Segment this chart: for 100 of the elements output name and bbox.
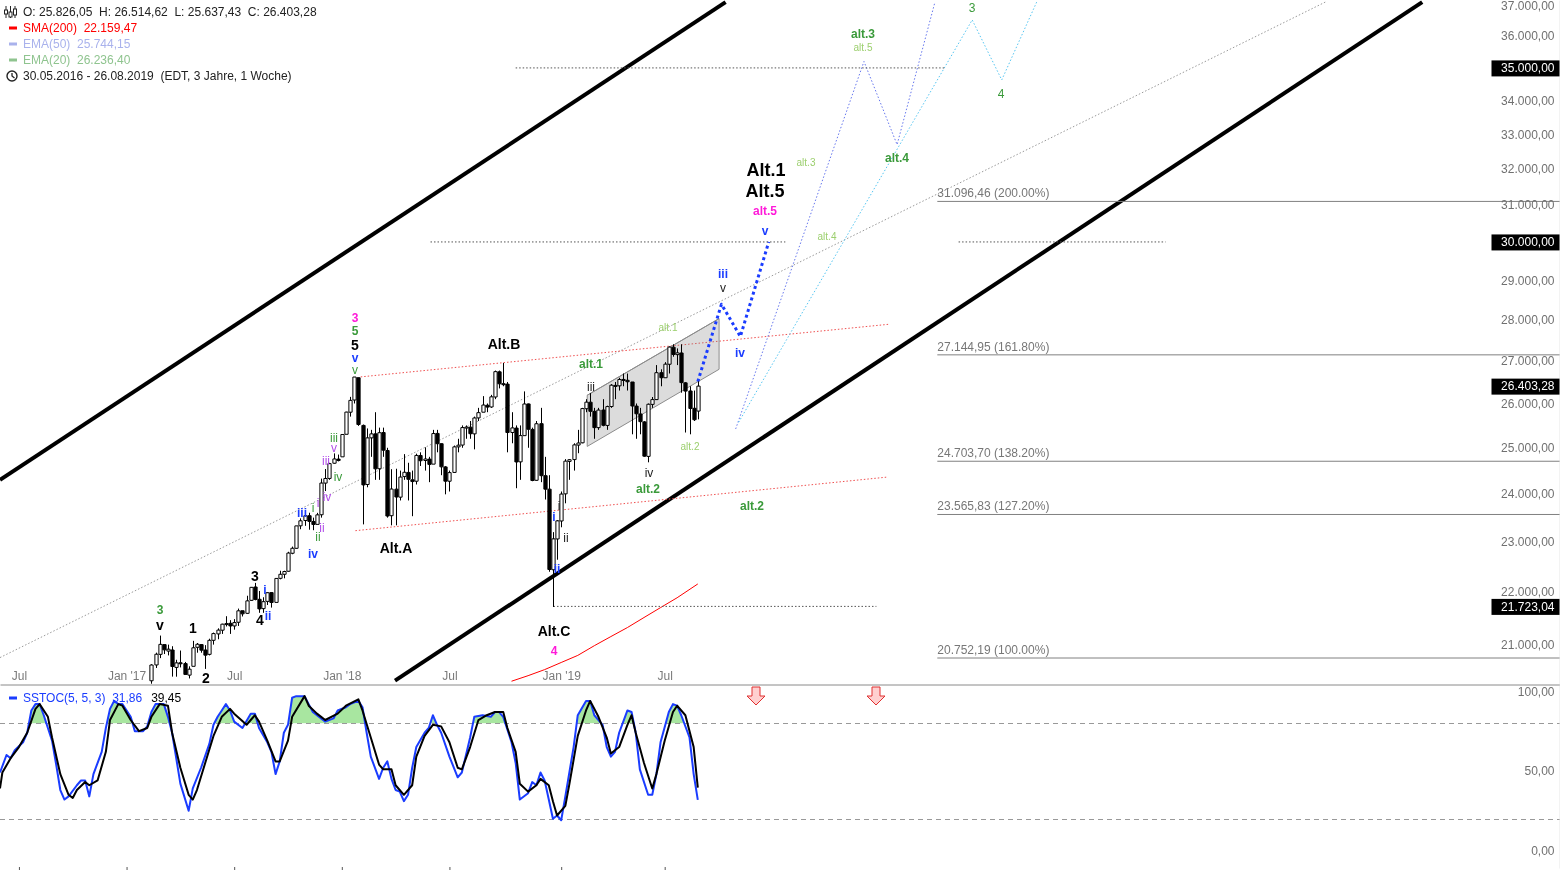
candlestick: [236, 608, 241, 627]
y-tick-label: 27.000,00: [1501, 354, 1555, 369]
annotation: alt.4: [884, 151, 910, 166]
y-tick-label: 24.000,00: [1501, 487, 1555, 502]
annotation: 4: [997, 87, 1005, 102]
annotation: EMA(50) 25.744,15: [23, 37, 131, 52]
annotation: v: [156, 616, 165, 633]
annotation: iv: [734, 346, 746, 361]
y-tick-label: 33.000,00: [1501, 127, 1555, 142]
y-tick-label: 34.000,00: [1501, 93, 1555, 108]
y-tick-label: 0,00: [1531, 843, 1555, 858]
y-tick-label: 22.000,00: [1501, 585, 1555, 600]
annotation: iv: [644, 466, 654, 481]
annotation: alt.3: [850, 27, 876, 42]
annotation: i: [552, 510, 556, 525]
annotation: 3: [251, 567, 260, 584]
annotation: alt.3: [796, 156, 816, 168]
y-tick-label: 32.000,00: [1501, 162, 1555, 177]
annotation: v: [351, 351, 359, 366]
annotation: 2: [202, 669, 211, 686]
y-tick-label: 35.000,00: [1501, 61, 1555, 76]
line-series: [511, 583, 699, 682]
candlestick: [307, 512, 312, 531]
annotation: i: [263, 583, 267, 598]
annotation: alt.1: [658, 321, 678, 333]
y-tick-label: 50,00: [1524, 764, 1555, 779]
y-tick-label: 29.000,00: [1501, 273, 1555, 288]
annotation: alt.2: [635, 482, 661, 497]
y-tick-label: 25.000,00: [1501, 441, 1555, 456]
series-label: 24.703,70 (138.20%): [937, 446, 1050, 461]
candlestick: [621, 373, 626, 387]
y-tick-label: 21.000,00: [1501, 637, 1555, 652]
x-tick-label: Jul: [442, 668, 458, 683]
annotation: 1: [189, 619, 198, 636]
annotation: iii: [322, 454, 330, 469]
y-tick-label: 37.000,00: [1501, 0, 1555, 13]
annotation: v: [352, 363, 358, 378]
x-tick-label: Jan '18: [323, 668, 362, 683]
line-series: [735, 1, 936, 430]
annotation: 5: [351, 324, 359, 339]
legend-label: SMA(200) 22.159,47: [23, 21, 138, 36]
annotation: alt.5: [853, 41, 873, 53]
annotation: 5: [351, 336, 360, 353]
annotation: v: [720, 281, 726, 296]
annotation: 4: [256, 611, 265, 628]
annotation: iii: [296, 506, 308, 521]
series-label: 39,45: [151, 691, 182, 706]
annotation: Alt.B: [487, 335, 521, 352]
y-tick-label: 23.000,00: [1501, 535, 1555, 550]
annotation: 3: [156, 603, 164, 618]
candlestick: [170, 645, 175, 678]
annotation: Alt.5: [745, 181, 785, 202]
annotation: 3: [351, 311, 359, 326]
y-tick-label: 26.403,28: [1501, 379, 1555, 394]
x-tick-label: Jul: [657, 668, 673, 683]
y-tick-label: 100,00: [1517, 684, 1555, 699]
annotation: 4: [550, 644, 558, 659]
annotation: v: [761, 224, 769, 239]
annotation: ii: [264, 609, 272, 624]
x-tick-label: Jan '19: [542, 668, 582, 683]
x-tick-label: Jul: [227, 668, 243, 683]
line-series: [696, 240, 771, 384]
candlestick: [667, 345, 672, 374]
annotation: ii: [319, 521, 325, 536]
annotation: EMA(20) 26.236,40: [23, 53, 131, 68]
annotation: i: [316, 496, 320, 511]
candlestick: [696, 380, 701, 420]
candlestick: [361, 424, 366, 525]
candlestick: [373, 411, 378, 481]
annotation: alt.4: [817, 230, 837, 242]
annotation: alt.5: [752, 204, 778, 219]
series-label: 31.096,46 (200.00%): [937, 186, 1050, 201]
annotation: i: [311, 501, 315, 516]
annotation: ii: [563, 531, 569, 546]
annotation: ii: [315, 530, 321, 545]
y-tick-label: 28.000,00: [1501, 313, 1555, 328]
annotation: 3: [968, 1, 976, 16]
candlestick: [460, 424, 465, 449]
candlestick: [228, 619, 233, 635]
annotation: i: [557, 499, 561, 514]
annotation: iv: [307, 547, 319, 562]
y-tick-label: 21.723,04: [1501, 599, 1555, 614]
y-tick-label: 36.000,00: [1501, 29, 1555, 44]
annotation: iii: [587, 380, 595, 395]
annotation: Alt.1: [746, 160, 786, 181]
annotation: alt.1: [578, 357, 604, 372]
x-tick-label: Jul: [11, 668, 28, 683]
annotation: iv: [333, 470, 343, 485]
y-tick-label: 26.000,00: [1501, 396, 1555, 411]
candlestick: [356, 376, 361, 427]
chart-title: O: 25.826,05 H: 26.514,62 L: 25.637,43 C: 26.403,28: [23, 5, 317, 20]
annotation: alt.2: [739, 499, 765, 514]
annotation: Alt.A: [379, 539, 413, 556]
annotation: iii: [717, 267, 729, 282]
x-tick-label: Jan '17: [107, 668, 147, 683]
y-tick-label: 31.000,00: [1501, 198, 1555, 213]
legend-label: SSTOC(5, 5, 3) 31,86: [23, 691, 143, 706]
candlestick: [311, 517, 316, 531]
y-tick-label: 30.000,00: [1501, 235, 1555, 250]
series-label: 20.752,19 (100.00%): [937, 643, 1050, 658]
